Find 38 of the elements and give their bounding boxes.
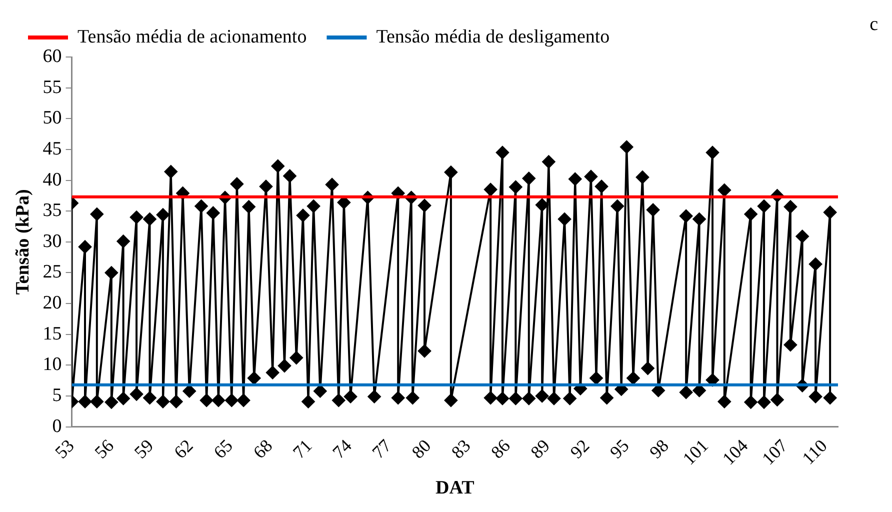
text: c	[870, 14, 878, 36]
x-tick-label: 62	[170, 436, 197, 462]
x-tick-label: 56	[90, 436, 118, 462]
y-tick-label: 40	[42, 169, 62, 190]
x-tick-label: 77	[368, 436, 396, 462]
y-tick-label: 15	[42, 323, 62, 344]
x-tick-label: 107	[758, 436, 792, 469]
y-tick-label: 20	[42, 292, 62, 314]
x-tick-label: 53	[51, 436, 78, 462]
x-tick-label: 68	[249, 436, 276, 462]
y-axis-title: Tensão (kPa)	[12, 189, 34, 295]
x-tick-label: 59	[130, 436, 158, 462]
x-axis-title: DAT	[436, 478, 475, 499]
y-tick-label: 60	[42, 46, 62, 67]
y-tick-label: 45	[42, 138, 62, 160]
y-tick-label: 0	[52, 416, 62, 437]
y-tick-label: 35	[42, 200, 62, 222]
x-tick-label: 74	[328, 436, 356, 462]
y-tick-label: 30	[42, 230, 62, 252]
x-tick-label: 86	[487, 436, 514, 462]
legend-label: Tensão média de desligamento	[376, 26, 610, 48]
x-tick-label: 92	[566, 436, 594, 462]
x-tick-label: 110	[798, 436, 831, 468]
x-tick-label: 80	[408, 436, 435, 462]
y-tick-label: 50	[42, 108, 62, 129]
x-tick-label: 95	[606, 436, 633, 462]
x-tick-label: 71	[288, 436, 316, 462]
y-tick-label: 5	[52, 385, 62, 406]
x-tick-label: 98	[646, 436, 672, 462]
x-tick-label: 101	[678, 436, 712, 469]
x-tick-label: 104	[718, 436, 752, 469]
legend-label: Tensão média de acionamento	[78, 26, 307, 48]
x-tick-label: 89	[526, 436, 554, 462]
y-tick-label: 55	[42, 76, 62, 98]
x-tick-label: 65	[210, 436, 236, 462]
y-tick-label: 10	[42, 354, 62, 376]
y-tick-label: 25	[42, 262, 62, 283]
x-tick-label: 83	[447, 436, 474, 462]
